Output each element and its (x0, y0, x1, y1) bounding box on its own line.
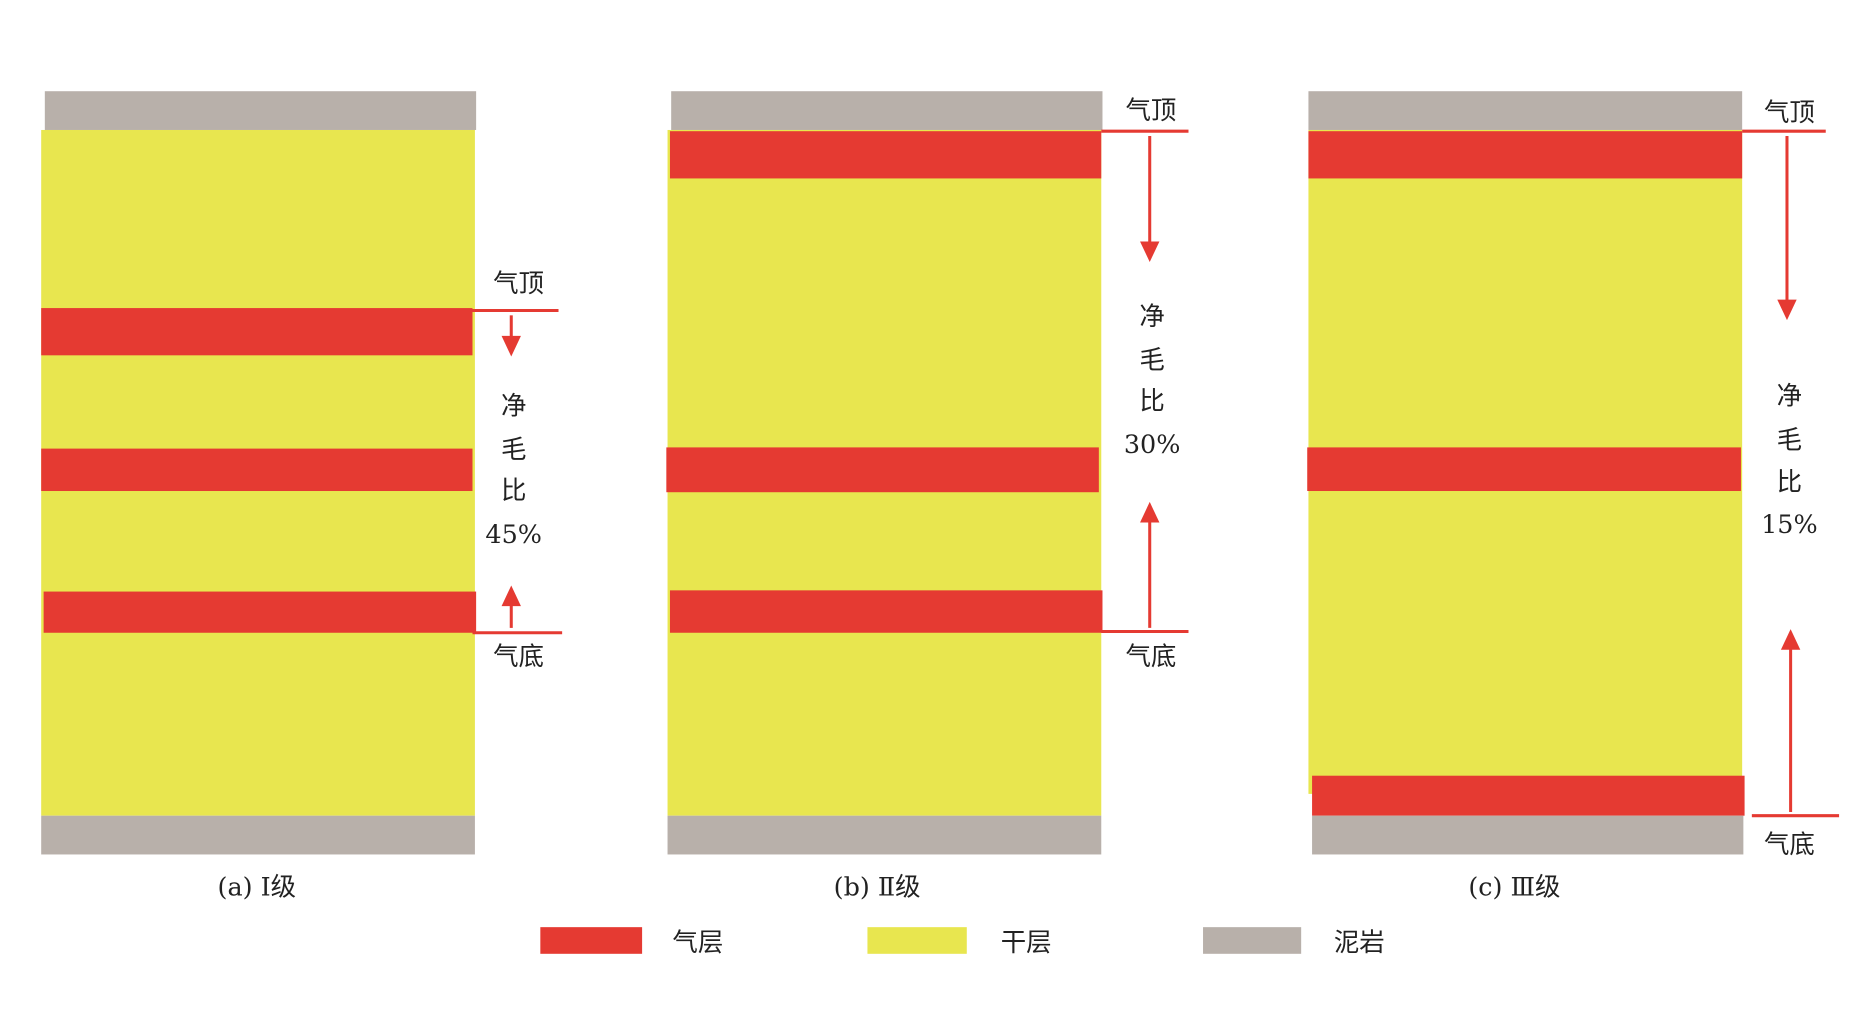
ratio-char: 毛 (1777, 424, 1802, 454)
top-label: 气顶 (493, 268, 544, 298)
mudstone (667, 815, 1102, 855)
arrow-head (501, 335, 521, 357)
panel-a: 气顶 气底 净 毛 比 45% (a) Ⅰ级 (41, 91, 563, 901)
mudstone (44, 91, 477, 130)
arrow-head (1140, 501, 1160, 523)
mudstone (1308, 91, 1743, 130)
panel-c: 气顶 气底 净 毛 比 15% (c) Ⅲ级 (1307, 91, 1840, 901)
caption: (b) Ⅱ级 (834, 871, 921, 901)
legend-swatch (1203, 927, 1302, 954)
legend-label: 干层 (1001, 927, 1052, 957)
ratio-char: 比 (501, 475, 526, 505)
bottom-label: 气底 (493, 641, 544, 671)
mudstone (1312, 815, 1744, 855)
mudstone (41, 815, 475, 855)
legend-swatch (540, 927, 643, 954)
legend-label: 气层 (672, 927, 723, 957)
gas-layer (669, 590, 1103, 633)
gas-layer (1307, 447, 1741, 492)
bottom-label: 气底 (1125, 641, 1176, 671)
ratio: 45% (485, 519, 542, 549)
gas-layer (41, 448, 473, 492)
ratio-char: 毛 (1139, 344, 1164, 374)
legend-label: 泥岩 (1334, 927, 1385, 957)
arrow-head (1140, 241, 1160, 263)
gas-layer (666, 447, 1099, 493)
legend-swatch (867, 927, 967, 954)
ratio-char: 比 (1777, 467, 1802, 497)
panel-b: 气顶 气底 净 毛 比 30% (b) Ⅱ级 (666, 91, 1189, 901)
gas-layer (1312, 775, 1745, 816)
legend: 气层 干层 泥岩 (540, 927, 1385, 957)
ratio: 30% (1124, 429, 1181, 459)
arrow-head (1777, 299, 1797, 321)
top-label: 气顶 (1764, 97, 1815, 127)
arrow-head (1780, 629, 1801, 650)
ratio-char: 净 (501, 390, 526, 420)
arrow-head (501, 585, 521, 607)
top-label: 气顶 (1125, 95, 1176, 125)
ratio-char: 比 (1139, 386, 1164, 416)
gas-layer (43, 591, 477, 633)
mudstone (671, 91, 1103, 130)
bottom-label: 气底 (1764, 829, 1815, 859)
gas-layer (1308, 131, 1743, 179)
caption: (c) Ⅲ级 (1468, 871, 1560, 901)
ratio: 15% (1761, 509, 1818, 539)
ratio-char: 净 (1139, 301, 1164, 331)
ratio-char: 毛 (501, 434, 526, 464)
ratio-char: 净 (1777, 381, 1802, 411)
gas-layer (669, 131, 1102, 179)
caption: (a) Ⅰ级 (218, 871, 297, 901)
gas-layer (41, 308, 473, 356)
